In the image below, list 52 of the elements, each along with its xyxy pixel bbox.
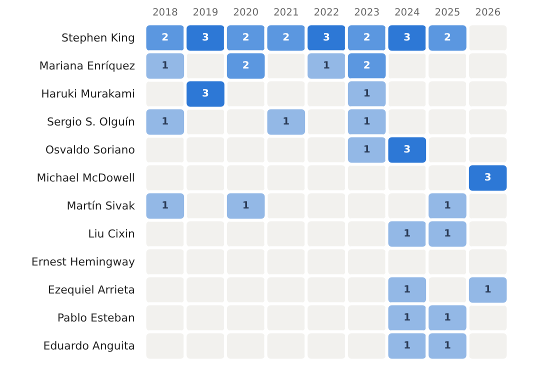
x-tick-label: 2024 [394,8,420,18]
x-tick-label: 2023 [354,8,380,18]
y-tick-label: Ernest Hemingway [31,256,136,268]
data-label: 3 [484,172,492,184]
x-tick-label: 2021 [273,8,299,18]
data-label: 2 [162,32,169,44]
data-label: 2 [282,32,290,44]
data-label: 1 [363,144,370,156]
data-label: 1 [444,228,452,240]
data-label: 2 [363,60,370,72]
data-label: 1 [404,228,411,240]
data-label: 1 [282,116,290,128]
data-label: 3 [202,32,210,44]
y-tick-label: Haruki Murakami [41,88,135,100]
data-label: 1 [363,116,370,128]
y-tick-label: Sergio S. Olguín [46,116,136,128]
data-label: 1 [404,312,411,324]
y-tick-label: Martín Sivak [66,200,136,212]
data-label: 1 [162,60,169,72]
data-label: 3 [323,32,330,44]
data-label: 1 [444,200,452,212]
data-label: 2 [242,32,250,44]
x-tick-label: 2019 [192,8,218,18]
data-label: 3 [404,32,411,44]
y-tick-label: Eduardo Anguita [43,340,135,352]
x-tick-label: 2020 [233,8,259,18]
x-tick-label: 2026 [475,8,501,18]
y-tick-label: Stephen King [62,32,135,44]
x-tick-label: 2025 [434,8,460,18]
data-label: 1 [363,88,370,100]
data-label: 1 [404,284,411,296]
data-label: 2 [363,32,370,44]
x-tick-label: 2018 [152,8,178,18]
data-label: 2 [444,32,452,44]
data-label: 1 [444,340,452,352]
x-tick-label: 2022 [314,8,340,18]
y-tick-label: Osvaldo Soriano [45,144,136,156]
y-tick-label: Ezequiel Arrieta [48,284,135,296]
data-label: 1 [162,200,169,212]
data-label: 1 [484,284,492,296]
data-label: 3 [202,88,210,100]
data-label: 3 [404,144,411,156]
data-label: 1 [444,312,452,324]
y-tick-label: Michael McDowell [36,172,135,184]
y-tick-label: Liu Cixin [88,228,136,240]
data-label: 1 [323,60,330,72]
data-label: 1 [404,340,411,352]
data-label: 2 [242,60,250,72]
y-tick-label: Pablo Esteban [57,312,136,324]
y-tick-label: Mariana Enríquez [39,60,136,72]
data-label: 1 [162,116,169,128]
data-label: 1 [242,200,250,212]
